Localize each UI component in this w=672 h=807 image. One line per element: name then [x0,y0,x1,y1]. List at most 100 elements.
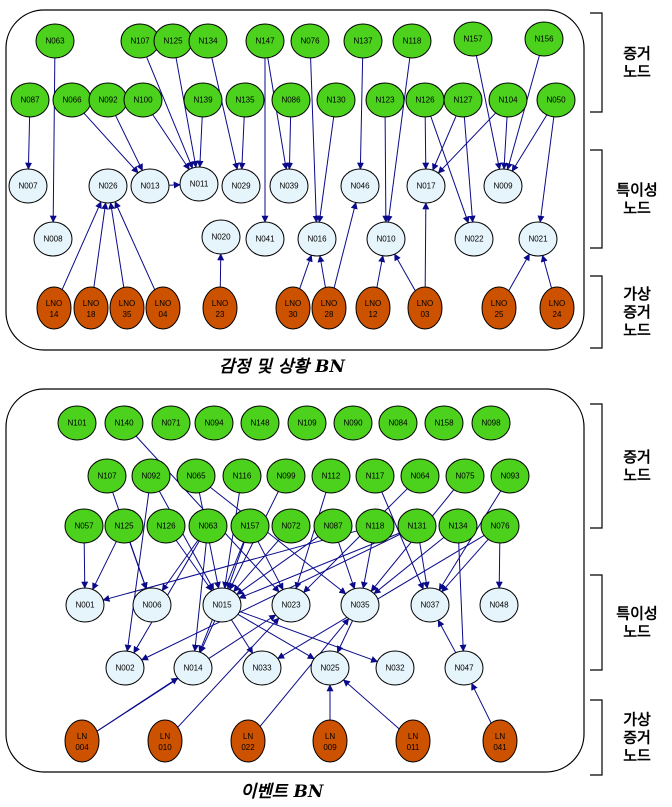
node-label: LN [495,732,505,741]
event-evidence-node-n064: N064 [401,459,439,493]
event-edge [176,540,212,590]
emotion-special-node-n020: N020 [202,220,240,254]
emotion-edge [385,117,386,222]
node-label: N075 [455,472,475,481]
emotion-special-node-n041: N041 [246,222,284,256]
bracket-label: 노드 [623,63,651,81]
node-label: LNO [321,299,337,308]
bracket-line [590,13,602,112]
node-label: LNO [83,299,99,308]
node-label: N098 [481,419,501,428]
event-evidence-node-n099: N099 [267,459,305,493]
node-label: LNO [285,299,301,308]
node-label: N094 [204,419,224,428]
bracket-label: 증거 [623,448,651,466]
emotion-virtual-node: LNO35 [110,287,144,329]
emotion-evidence-node-n050: N050 [537,83,575,117]
node-label: N032 [385,664,405,673]
node-label: N011 [190,180,209,189]
node-label: N076 [490,522,510,531]
bracket-layer: 증거노드특이성노드가상증거노드증거노드특이성노드가상증거노드 [590,13,658,775]
node-label: N090 [343,419,363,428]
node-label: N016 [307,235,327,244]
node-label: N131 [407,522,427,531]
emotion-edge [425,203,426,287]
node-label: N125 [163,37,183,46]
emotion-virtual-node: LNO14 [37,287,71,329]
emotion-special-node-n021: N021 [519,222,557,256]
event-edge [472,684,491,724]
event-special-node-n023: N023 [272,588,310,622]
node-label: N135 [235,96,255,105]
emotion-evidence-node-n100: N100 [124,83,162,117]
event-edge [278,535,484,658]
node-label: N065 [186,472,206,481]
node-label: N066 [62,96,82,105]
emotion-edge [425,117,426,169]
node-circle [65,720,99,762]
node-label: LN [160,732,170,741]
node-label: N086 [281,96,301,105]
event-special-node-n014: N014 [174,651,212,685]
node-label: N158 [434,419,454,428]
node-label: N125 [114,522,134,531]
emotion-special-node-n013: N013 [131,169,169,203]
node-label: N007 [18,182,38,191]
event-edge [304,489,408,593]
emotion-evidence-node-n139: N139 [184,83,222,117]
emotion-virtual-node: LNO 23 [203,287,237,329]
node-label: N046 [350,182,370,191]
emotion-special-bracket: 특이성노드 [590,150,658,248]
node-layer: N063 N107 N125 N134 N147 N076 N137 N118 N157 N156… [9,22,575,762]
event-evidence-node-n071: N071 [152,406,190,440]
emotion-edge [311,58,317,222]
event-edge [499,543,500,588]
event-evidence-bracket: 증거노드 [590,404,651,528]
emotion-evidence-node-n157: N157 [454,22,492,56]
node-label: N140 [114,419,134,428]
node-label: N047 [454,664,474,673]
node-label: N118 [366,522,385,531]
emotion-evidence-bracket: 증거노드 [590,13,651,112]
event-evidence-node-n084: N084 [379,406,417,440]
node-label: N001 [75,601,95,610]
node-label: N008 [43,235,63,244]
bracket-label: 가상 [623,711,651,729]
event-special-node-n037: N037 [411,588,449,622]
emotion-evidence-node-n086: N086 [272,83,310,117]
node-label: N033 [252,664,272,673]
emotion-edge [395,254,416,291]
node-label: N137 [353,37,373,46]
node-label: N157 [240,522,260,531]
event-edge [438,620,455,652]
emotion-bn-title: 감정 및 상황 BN [219,357,346,377]
node-label: 041 [493,743,507,752]
node-label: N048 [489,601,509,610]
node-label: N006 [142,601,162,610]
node-circle [146,287,180,329]
bracket-label: 특이성 [616,181,657,199]
emotion-special-node-n029: N029 [222,169,260,203]
event-special-node-n006: N006 [133,588,171,622]
node-label: LNO [549,299,565,308]
emotion-evidence-node-n156: N156 [525,22,563,56]
event-evidence-node-n063: N063 [189,509,227,543]
event-edge [337,621,352,653]
bracket-label: 증거 [623,303,651,321]
event-evidence-node-n107: N107 [88,459,126,493]
node-label: N023 [281,601,301,610]
event-edge [84,543,85,588]
node-label: N084 [388,419,408,428]
node-label: 28 [325,310,334,319]
event-edge [162,540,198,590]
emotion-edge [320,256,326,288]
node-label: N072 [281,522,301,531]
event-evidence-node-n148: N148 [241,406,279,440]
node-label: N050 [546,96,566,105]
event-evidence-node-n094: N094 [195,406,233,440]
event-edge [93,542,117,590]
node-label: N116 [233,472,252,481]
emotion-evidence-node-n118: N118 [393,24,431,58]
node-label: N002 [115,664,135,673]
emotion-edge [504,117,507,169]
